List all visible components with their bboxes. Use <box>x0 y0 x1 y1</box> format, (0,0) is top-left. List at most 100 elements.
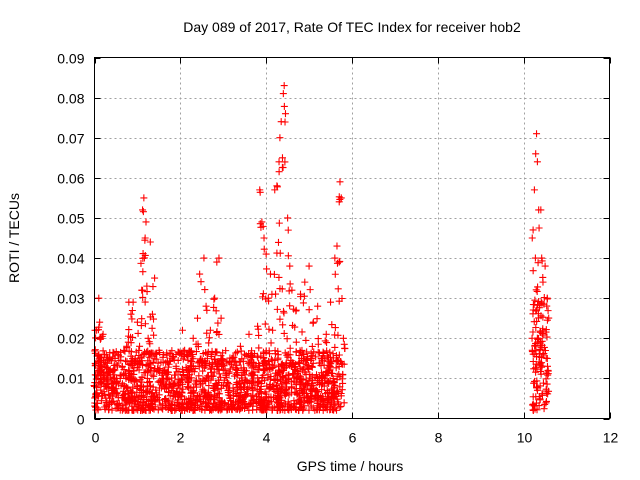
data-point <box>120 372 128 380</box>
data-point <box>528 234 536 242</box>
data-point <box>118 363 126 371</box>
data-point <box>95 294 103 302</box>
data-point <box>249 384 257 392</box>
data-point <box>533 406 541 414</box>
data-point <box>177 402 185 410</box>
data-point <box>334 285 342 293</box>
data-point <box>532 324 540 332</box>
data-point <box>533 399 541 407</box>
data-point <box>227 403 235 411</box>
data-point <box>319 406 327 414</box>
data-point <box>276 315 284 323</box>
data-point <box>102 364 110 372</box>
data-point <box>121 395 129 403</box>
data-point <box>178 365 186 373</box>
data-point <box>97 378 105 386</box>
data-point <box>338 294 346 302</box>
data-point <box>539 278 547 286</box>
data-point <box>543 295 551 303</box>
data-point <box>288 286 296 294</box>
data-point <box>529 393 537 401</box>
data-point <box>186 394 194 402</box>
data-point <box>124 406 132 414</box>
data-point <box>329 394 337 402</box>
data-point <box>200 386 208 394</box>
data-point <box>145 366 153 374</box>
x-tick-label: 4 <box>263 430 271 446</box>
data-point <box>290 397 298 405</box>
data-point <box>531 296 539 304</box>
data-point <box>322 330 330 338</box>
data-point <box>542 375 550 383</box>
data-point <box>127 339 135 347</box>
data-point <box>184 400 192 408</box>
x-tick-label: 0 <box>92 430 100 446</box>
data-point <box>95 323 103 331</box>
data-point <box>168 386 176 394</box>
data-point <box>255 344 263 352</box>
data-point <box>337 194 345 202</box>
data-point <box>274 392 282 400</box>
data-point <box>318 354 326 362</box>
data-point <box>150 331 158 339</box>
data-point <box>542 354 550 362</box>
y-tick-label: 0.03 <box>57 291 84 307</box>
data-point <box>274 385 282 393</box>
data-point <box>214 389 222 397</box>
data-point <box>163 381 171 389</box>
data-point <box>279 164 287 172</box>
data-point <box>296 399 304 407</box>
data-point <box>280 82 288 90</box>
data-point <box>140 254 148 262</box>
data-point <box>218 359 226 367</box>
data-point <box>153 350 161 358</box>
data-point <box>172 387 180 395</box>
data-point <box>543 333 551 341</box>
data-point <box>237 364 245 372</box>
data-point <box>333 388 341 396</box>
data-point <box>150 355 158 363</box>
data-point <box>305 306 313 314</box>
data-point <box>199 398 207 406</box>
data-point <box>537 370 545 378</box>
data-point <box>528 401 536 409</box>
data-point <box>215 330 223 338</box>
data-point <box>541 400 549 408</box>
data-point <box>280 102 288 110</box>
data-point <box>267 398 275 406</box>
data-point <box>133 318 141 326</box>
data-point <box>128 315 136 323</box>
data-point <box>210 382 218 390</box>
data-point <box>334 331 342 339</box>
data-point <box>541 262 549 270</box>
data-point <box>287 357 295 365</box>
data-point <box>192 378 200 386</box>
data-point <box>323 379 331 387</box>
data-point <box>542 328 550 336</box>
data-point <box>286 302 294 310</box>
data-point <box>269 363 277 371</box>
y-tick-label: 0.07 <box>57 131 84 147</box>
data-point <box>530 379 538 387</box>
data-point <box>204 372 212 380</box>
data-point <box>284 350 292 358</box>
data-point <box>531 377 539 385</box>
data-point <box>143 288 151 296</box>
data-point <box>275 219 283 227</box>
data-point <box>315 406 323 414</box>
chart-title: Day 089 of 2017, Rate Of TEC Index for r… <box>183 19 521 35</box>
data-point <box>336 178 344 186</box>
data-point <box>281 110 289 118</box>
data-point <box>145 338 153 346</box>
data-point <box>101 363 109 371</box>
data-point <box>203 329 211 337</box>
data-point <box>137 386 145 394</box>
data-point <box>330 384 338 392</box>
data-point <box>533 383 541 391</box>
data-point <box>182 396 190 404</box>
data-point <box>326 406 334 414</box>
data-point <box>532 368 540 376</box>
data-point <box>136 342 144 350</box>
data-point <box>314 302 322 310</box>
data-point <box>323 389 331 397</box>
